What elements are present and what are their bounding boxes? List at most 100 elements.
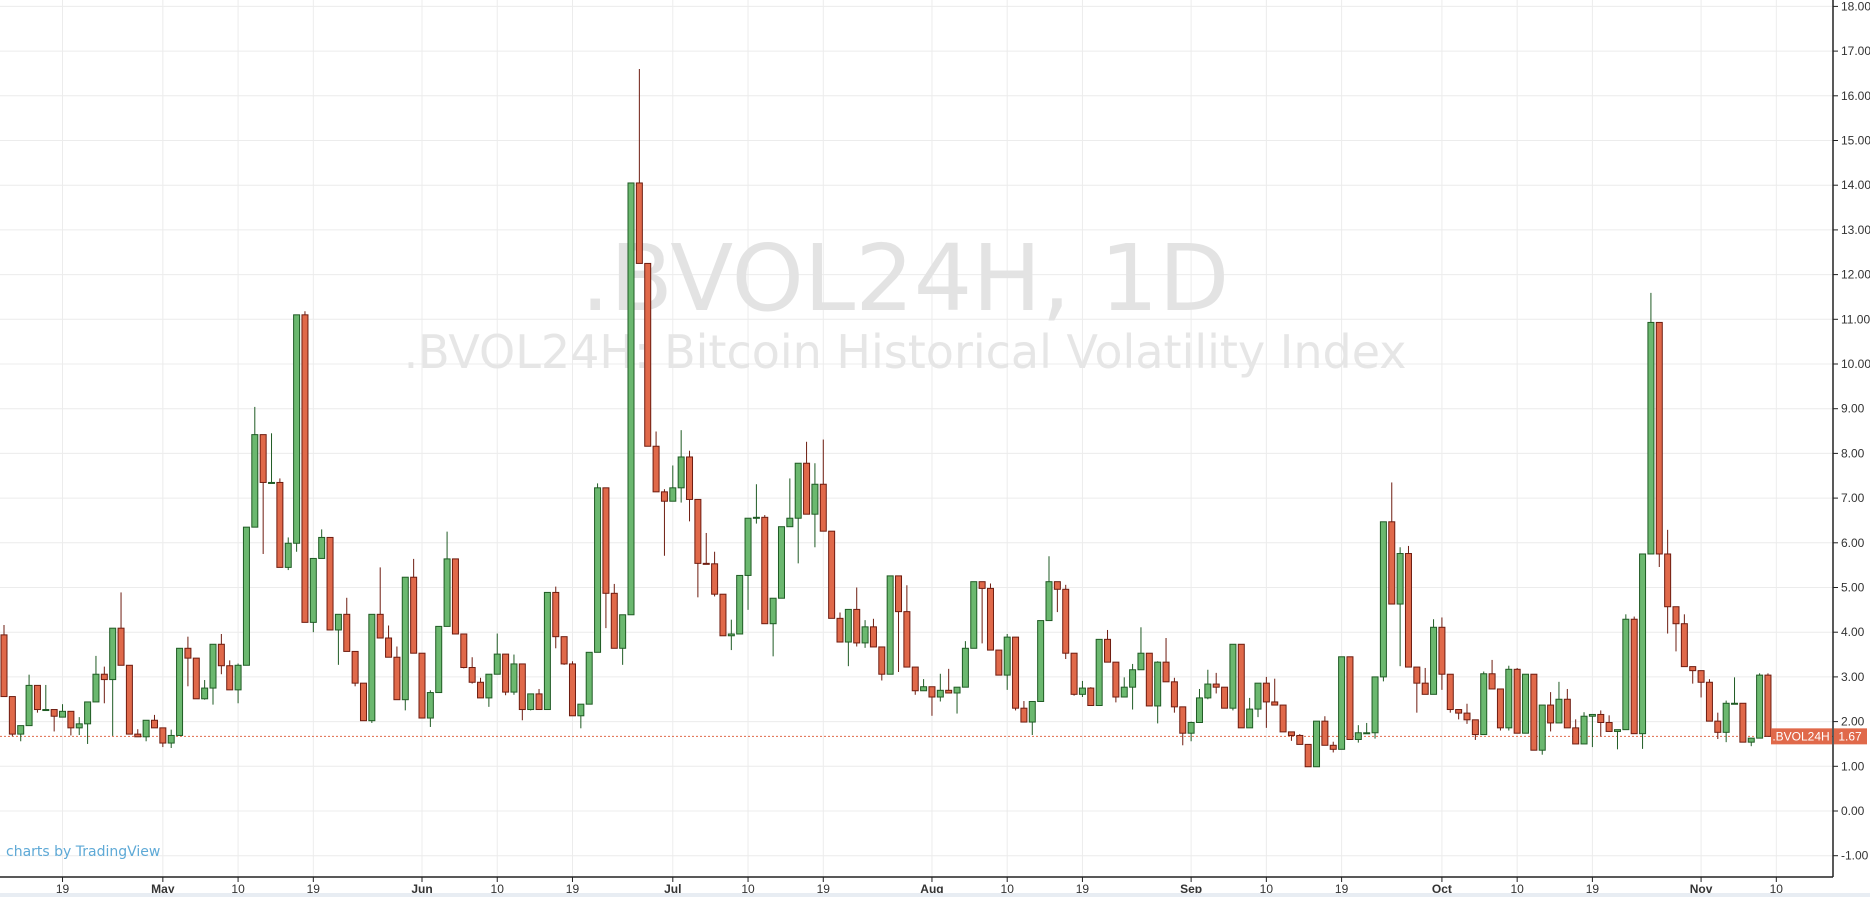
price-axis[interactable]: -1.00 0.00 1.00 2.00 3.00 4.00 5.00 6.00 7.00 8.0…: [1832, 0, 1870, 877]
candle: [176, 647, 184, 736]
candle-body: [25, 684, 33, 727]
candle-body: [1045, 581, 1053, 622]
candle: [1647, 292, 1655, 555]
candle-body: [1522, 673, 1530, 734]
candle-body: [159, 727, 167, 744]
candle: [443, 531, 451, 627]
candle-body: [895, 575, 903, 613]
x-tick-label: 19: [566, 882, 580, 896]
candle-body: [1697, 670, 1705, 683]
candle: [936, 673, 944, 702]
candle-body: [869, 626, 877, 648]
candle: [393, 646, 401, 701]
candle: [1170, 677, 1178, 713]
tradingview-credit-link[interactable]: charts by TradingView: [6, 844, 161, 860]
candle-body: [1630, 618, 1638, 735]
candle: [293, 314, 301, 552]
candle-body: [376, 613, 384, 639]
candle-body: [1262, 682, 1270, 703]
candle: [552, 586, 560, 649]
y-tick-label: 1.00: [1841, 759, 1865, 773]
candles: [0, 68, 1772, 768]
candle-body: [468, 667, 476, 683]
time-axis[interactable]: 19 May 10 19 Jun 10 19 Jul 10 19 Aug 10 19 Sep 10 19 Oct…: [0, 876, 1833, 896]
x-tick-label: 19: [307, 882, 321, 896]
candle-body: [702, 562, 710, 565]
candle-body: [727, 633, 735, 637]
candle-body: [268, 481, 276, 484]
candle-body: [109, 627, 117, 681]
candle: [184, 636, 192, 687]
candle: [1513, 667, 1521, 734]
candle: [1162, 638, 1170, 683]
candle-body: [485, 673, 493, 699]
last-price-value-box: [1834, 728, 1867, 745]
candle: [368, 613, 376, 723]
candle-body: [443, 558, 451, 627]
candle: [577, 703, 585, 729]
candle-body: [1003, 636, 1011, 676]
candle: [1404, 545, 1412, 668]
candle: [1446, 673, 1454, 713]
candle: [1145, 652, 1153, 707]
candle: [142, 719, 150, 742]
candle-body: [978, 581, 986, 589]
candle: [1655, 321, 1663, 567]
candle: [451, 558, 459, 635]
y-tick-label: 16.00: [1841, 89, 1870, 103]
candle: [1212, 672, 1220, 694]
candle: [1505, 665, 1513, 731]
candle-body: [301, 314, 309, 623]
candle: [259, 434, 267, 554]
candle-body: [886, 575, 894, 675]
candle-body: [150, 719, 158, 729]
candle: [1555, 681, 1563, 724]
candle-body: [100, 673, 108, 681]
candle-body: [426, 692, 434, 719]
candle: [627, 182, 635, 616]
x-tick-label: Jul: [664, 882, 681, 896]
candle-body: [1505, 668, 1513, 729]
candle: [1237, 643, 1245, 729]
candle: [911, 666, 919, 695]
candle-body: [1329, 744, 1337, 750]
candle: [301, 311, 309, 623]
candle: [1371, 676, 1379, 739]
candle-body: [1221, 686, 1229, 709]
candle: [209, 643, 217, 705]
candle-body: [669, 487, 677, 502]
candle-body: [142, 719, 150, 738]
candle-body: [50, 709, 58, 717]
candle: [1697, 670, 1705, 698]
candle: [686, 450, 694, 522]
candle: [485, 673, 493, 707]
x-tick-label: Sep: [1180, 882, 1202, 896]
candle-body: [217, 643, 225, 667]
candle: [719, 593, 727, 637]
x-tick-label: 19: [1586, 882, 1600, 896]
candle: [1321, 716, 1329, 746]
candle: [727, 619, 735, 651]
candle: [1421, 667, 1429, 695]
candle: [1112, 661, 1120, 703]
candle-body: [209, 643, 217, 689]
y-tick-label: 9.00: [1841, 402, 1865, 416]
candle: [652, 431, 660, 493]
candle: [660, 489, 668, 556]
candle-body: [769, 597, 777, 625]
candle: [1012, 636, 1020, 711]
candle-body: [1120, 686, 1128, 698]
candle: [1195, 688, 1203, 723]
candle-body: [92, 673, 100, 703]
candle-body: [928, 686, 936, 698]
candle: [134, 729, 142, 738]
candle: [1363, 722, 1371, 735]
y-tick-label: 13.00: [1841, 223, 1870, 237]
candle: [527, 693, 535, 711]
candle: [1087, 687, 1095, 707]
candle: [226, 660, 234, 691]
candle-body: [552, 591, 560, 638]
candle-body: [309, 557, 317, 623]
candle: [100, 666, 108, 704]
